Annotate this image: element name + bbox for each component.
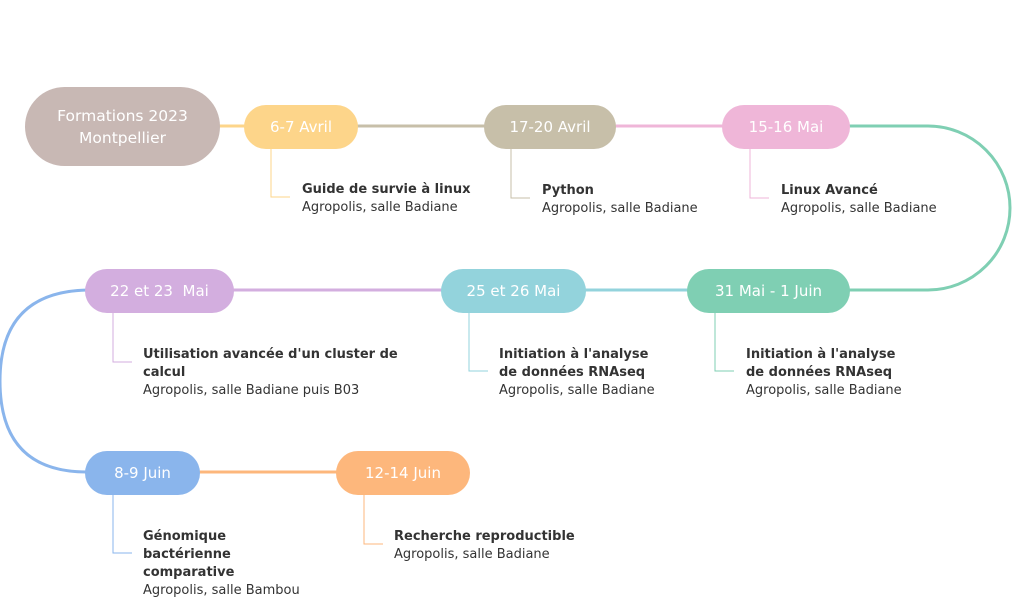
root-node: Formations 2023 Montpellier — [25, 87, 220, 166]
connector-22-23-mai-to-8-9-juin — [0, 288, 88, 474]
event-date: 6-7 Avril — [269, 118, 333, 136]
event-date: 31 Mai - 1 Juin — [714, 282, 823, 300]
event-location: Agropolis, salle Badiane — [499, 383, 655, 398]
connector-15-16-mai-to-31-mai — [848, 124, 1012, 292]
event-title: Linux Avancé — [781, 183, 878, 198]
leader-6-7-avril — [270, 148, 290, 198]
event-date: 22 et 23 Mai — [110, 282, 209, 300]
event-title: Guide de survie à linux — [302, 182, 471, 197]
event-details-31-mai-1-juin: Initiation à l'analyse de données RNAseq… — [746, 346, 916, 400]
leader-17-20-avril — [510, 148, 530, 199]
event-date: 15-16 Mai — [748, 118, 824, 136]
event-location: Agropolis, salle Badiane puis B03 — [143, 383, 360, 398]
leader-22-23-mai — [112, 312, 132, 363]
event-location: Agropolis, salle Badiane — [394, 547, 550, 562]
event-date-pill-12-14-juin: 12-14 Juin — [336, 451, 470, 495]
event-location: Agropolis, salle Badiane — [302, 200, 458, 215]
event-details-15-16-mai: Linux Avancé Agropolis, salle Badiane — [781, 182, 981, 218]
event-date-pill-22-23-mai: 22 et 23 Mai — [85, 269, 234, 313]
event-details-12-14-juin: Recherche reproductible Agropolis, salle… — [394, 528, 594, 564]
event-details-6-7-avril: Guide de survie à linux Agropolis, salle… — [302, 181, 502, 217]
timeline-connectors — [0, 124, 1012, 554]
leader-12-14-juin — [363, 494, 383, 545]
event-title: Génomique bactérienne comparative — [143, 529, 235, 580]
event-title: Recherche reproductible — [394, 529, 575, 544]
event-date-pill-25-26-mai: 25 et 26 Mai — [441, 269, 586, 313]
event-location: Agropolis, salle Badiane — [746, 383, 902, 398]
event-title: Initiation à l'analyse de données RNAseq — [746, 347, 896, 380]
event-date-pill-6-7-avril: 6-7 Avril — [244, 105, 358, 149]
event-date-pill-31-mai-1-juin: 31 Mai - 1 Juin — [687, 269, 850, 313]
event-date: 8-9 Juin — [114, 464, 171, 482]
event-details-8-9-juin: Génomique bactérienne comparative Agropo… — [143, 528, 318, 600]
event-title: Initiation à l'analyse de données RNAseq — [499, 347, 649, 380]
leader-31-mai — [714, 312, 734, 372]
event-location: Agropolis, salle Badiane — [781, 201, 937, 216]
event-date-pill-17-20-avril: 17-20 Avril — [484, 105, 616, 149]
event-date-pill-15-16-mai: 15-16 Mai — [722, 105, 850, 149]
root-subtitle: Montpellier — [79, 128, 166, 147]
event-title: Python — [542, 183, 594, 198]
leader-15-16-mai — [749, 148, 769, 199]
event-date: 25 et 26 Mai — [466, 282, 561, 300]
event-date-pill-8-9-juin: 8-9 Juin — [85, 451, 200, 495]
event-location: Agropolis, salle Badiane — [542, 201, 698, 216]
event-details-17-20-avril: Python Agropolis, salle Badiane — [542, 182, 742, 218]
event-title: Utilisation avancée d'un cluster de calc… — [143, 347, 398, 380]
event-date: 17-20 Avril — [509, 118, 591, 136]
event-date: 12-14 Juin — [365, 464, 441, 482]
leader-25-26-mai — [468, 312, 488, 372]
event-details-22-23-mai: Utilisation avancée d'un cluster de calc… — [143, 346, 433, 400]
leader-8-9-juin — [112, 494, 132, 554]
event-details-25-26-mai: Initiation à l'analyse de données RNAseq… — [499, 346, 669, 400]
event-location: Agropolis, salle Bambou — [143, 583, 300, 598]
root-title: Formations 2023 — [57, 106, 188, 125]
